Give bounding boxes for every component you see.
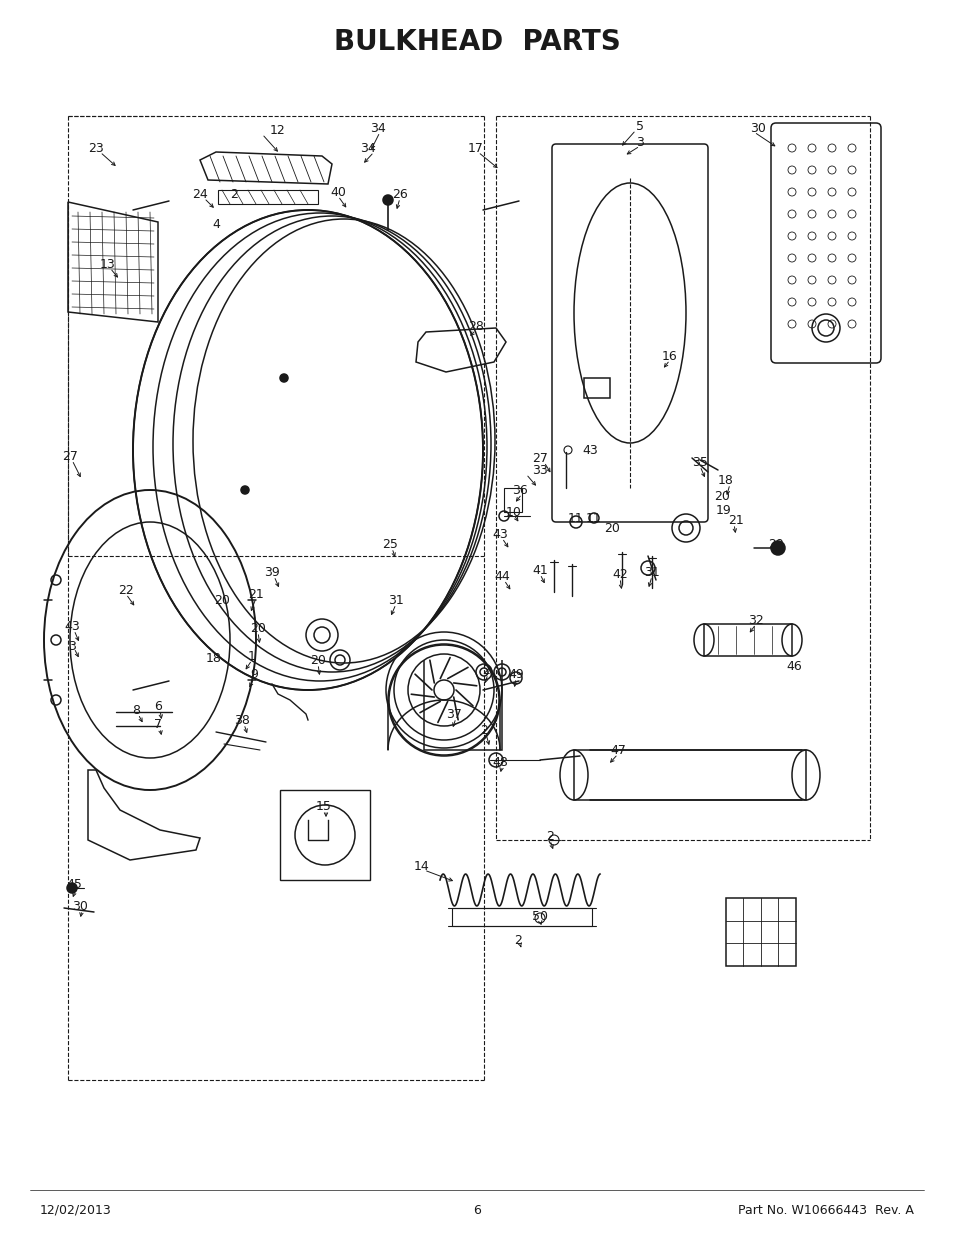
Bar xyxy=(583,378,609,398)
Text: 21: 21 xyxy=(727,514,743,526)
Bar xyxy=(503,488,521,513)
Text: 11: 11 xyxy=(585,511,601,525)
Text: 28: 28 xyxy=(468,320,483,332)
Text: 20: 20 xyxy=(310,653,326,667)
Text: 2: 2 xyxy=(545,830,554,842)
Text: 18: 18 xyxy=(718,473,733,487)
Text: 10: 10 xyxy=(505,505,521,519)
Text: 34: 34 xyxy=(359,142,375,154)
Circle shape xyxy=(241,487,249,494)
Text: 12/02/2013: 12/02/2013 xyxy=(40,1203,112,1216)
Text: 31: 31 xyxy=(643,566,659,578)
Circle shape xyxy=(770,541,784,555)
Text: 24: 24 xyxy=(192,189,208,201)
Text: 43: 43 xyxy=(492,529,507,541)
Bar xyxy=(452,908,592,926)
Text: 9: 9 xyxy=(250,668,257,682)
Text: Part No. W10666443  Rev. A: Part No. W10666443 Rev. A xyxy=(738,1203,913,1216)
Text: 47: 47 xyxy=(609,743,625,757)
Text: 38: 38 xyxy=(233,714,250,726)
Circle shape xyxy=(67,883,77,893)
Circle shape xyxy=(382,195,393,205)
Text: 20: 20 xyxy=(713,489,729,503)
Text: 37: 37 xyxy=(446,708,461,720)
Text: 2: 2 xyxy=(514,934,521,946)
Text: 32: 32 xyxy=(747,614,763,626)
Text: 20: 20 xyxy=(603,521,619,535)
Text: 2: 2 xyxy=(479,724,487,736)
Text: 39: 39 xyxy=(264,566,279,578)
Bar xyxy=(574,750,805,800)
Text: 15: 15 xyxy=(315,799,332,813)
Text: 46: 46 xyxy=(785,659,801,673)
Text: 18: 18 xyxy=(206,652,222,664)
Text: 4: 4 xyxy=(212,219,220,231)
Text: 6: 6 xyxy=(473,1203,480,1216)
Text: 2: 2 xyxy=(230,189,237,201)
Circle shape xyxy=(434,680,454,700)
Text: 31: 31 xyxy=(388,594,403,606)
Text: 42: 42 xyxy=(612,568,627,580)
Text: 5: 5 xyxy=(636,120,643,132)
Text: 50: 50 xyxy=(532,909,547,923)
Text: 13: 13 xyxy=(100,258,115,270)
Text: 36: 36 xyxy=(512,483,527,496)
Text: 25: 25 xyxy=(381,538,397,552)
Text: 43: 43 xyxy=(581,443,598,457)
Text: 3: 3 xyxy=(68,640,76,652)
Text: 16: 16 xyxy=(661,350,678,363)
Text: 44: 44 xyxy=(494,569,509,583)
Text: 45: 45 xyxy=(66,878,82,890)
Text: 17: 17 xyxy=(468,142,483,154)
Text: 34: 34 xyxy=(370,121,385,135)
Text: 49: 49 xyxy=(508,668,523,682)
Text: 27: 27 xyxy=(62,450,78,462)
Text: 26: 26 xyxy=(392,189,408,201)
Bar xyxy=(725,898,795,966)
Circle shape xyxy=(280,374,288,382)
Text: 41: 41 xyxy=(532,563,547,577)
Text: 20: 20 xyxy=(213,594,230,606)
Text: 33: 33 xyxy=(532,463,547,477)
Text: 35: 35 xyxy=(691,456,707,468)
Text: 6: 6 xyxy=(153,699,162,713)
Text: 7: 7 xyxy=(153,718,162,730)
Text: 43: 43 xyxy=(64,620,80,632)
Bar xyxy=(280,790,370,881)
Text: 29: 29 xyxy=(767,538,783,552)
Text: 14: 14 xyxy=(414,860,430,872)
Text: 27: 27 xyxy=(532,452,547,464)
Bar xyxy=(703,624,791,656)
Text: BULKHEAD  PARTS: BULKHEAD PARTS xyxy=(334,28,619,56)
Text: 3: 3 xyxy=(636,136,643,148)
Text: 12: 12 xyxy=(270,124,286,137)
Text: 21: 21 xyxy=(248,588,264,600)
Text: 2: 2 xyxy=(481,663,490,677)
Text: 8: 8 xyxy=(132,704,140,716)
Text: 11: 11 xyxy=(568,511,583,525)
Text: 30: 30 xyxy=(749,121,765,135)
Bar xyxy=(218,190,317,204)
Text: 30: 30 xyxy=(72,899,88,913)
Text: 19: 19 xyxy=(716,504,731,516)
Text: 1: 1 xyxy=(248,650,255,662)
Text: 22: 22 xyxy=(118,583,133,597)
Text: 48: 48 xyxy=(492,756,507,768)
Text: 23: 23 xyxy=(88,142,104,154)
Text: 20: 20 xyxy=(250,621,266,635)
Text: 40: 40 xyxy=(330,186,346,200)
